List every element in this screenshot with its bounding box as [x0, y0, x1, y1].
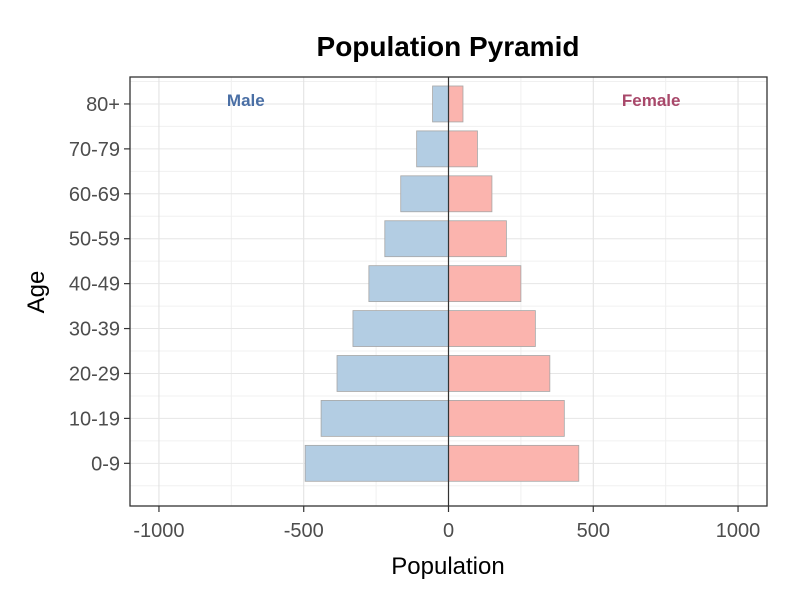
- annotations: Male Female: [227, 91, 681, 110]
- x-axis-title: Population: [391, 553, 504, 580]
- bar-female-50-59: [448, 220, 507, 258]
- annotation-male: Male: [227, 91, 265, 110]
- bar-male-20-29: [336, 355, 449, 392]
- bar-female-80+: [448, 85, 464, 123]
- x-axis: -1000 -500 0 500 1000: [133, 506, 760, 542]
- bar-male-80+: [432, 85, 449, 123]
- bar-female-70-79: [448, 130, 478, 168]
- bar-male-40-49: [368, 265, 449, 303]
- bar-male-70-79: [416, 130, 449, 168]
- bar-male-30-39: [352, 310, 449, 347]
- x-tick-label: -1000: [133, 520, 184, 542]
- x-tick-label: 500: [577, 520, 610, 542]
- plot-panel: Male Female: [129, 76, 768, 507]
- x-tick-label: -500: [284, 520, 324, 542]
- bar-female-30-39: [448, 310, 536, 347]
- bar-female-20-29: [448, 355, 551, 392]
- y-tick-label: 10-19: [69, 408, 120, 430]
- y-tick-label: 70-79: [69, 139, 120, 161]
- bars: [304, 85, 580, 482]
- bar-male-0-9: [304, 444, 449, 482]
- x-tick-label: 0: [443, 520, 454, 542]
- y-tick-label: 50-59: [69, 229, 120, 251]
- bar-female-60-69: [448, 175, 493, 213]
- bar-female-10-19: [448, 400, 565, 437]
- y-tick-label: 60-69: [69, 184, 120, 206]
- y-tick-label: 20-29: [69, 363, 120, 385]
- chart-title: Population Pyramid: [317, 31, 580, 62]
- y-tick-label: 0-9: [91, 453, 120, 475]
- y-tick-label: 80+: [86, 94, 120, 116]
- bar-male-10-19: [320, 400, 449, 437]
- y-tick-label: 30-39: [69, 319, 120, 341]
- x-tick-label: 1000: [716, 520, 761, 542]
- y-axis-title: Age: [23, 271, 50, 314]
- y-tick-label: 40-49: [69, 274, 120, 296]
- bar-male-60-69: [400, 175, 449, 213]
- y-axis: 0-9 10-19 20-29 30-39 40-49 50-59 60-69 70-79 80…: [69, 94, 130, 475]
- annotation-female: Female: [622, 91, 681, 110]
- bar-female-0-9: [448, 444, 580, 482]
- bar-male-50-59: [384, 220, 449, 258]
- bar-female-40-49: [448, 265, 522, 303]
